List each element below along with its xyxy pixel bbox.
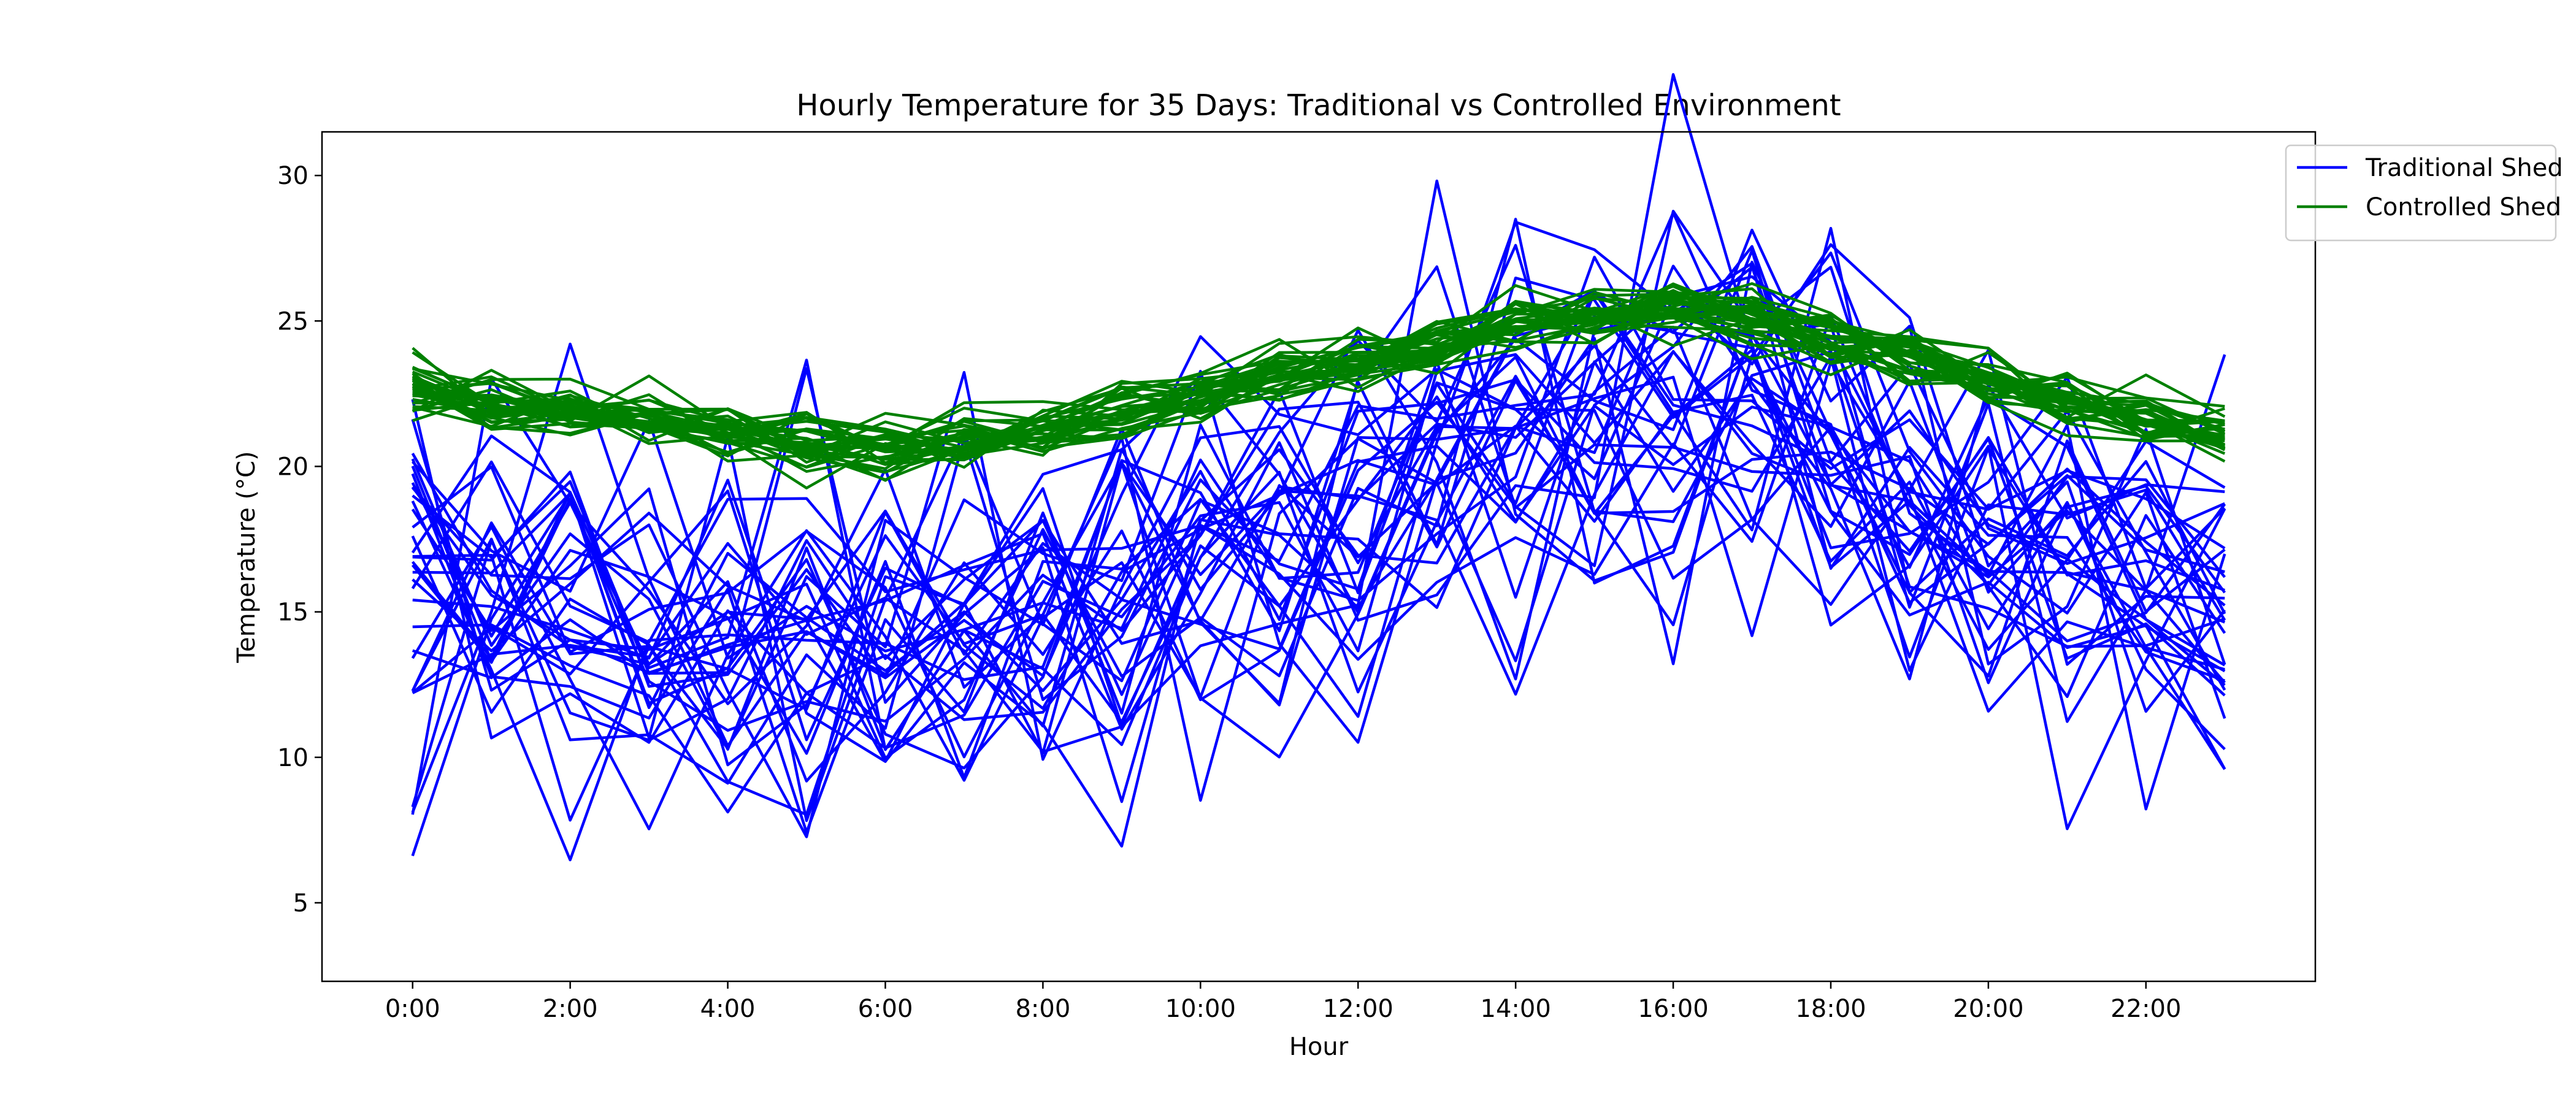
series-1-day-line bbox=[411, 220, 2226, 780]
x-tick-label: 2:00 bbox=[543, 995, 598, 1023]
series-group-1 bbox=[411, 73, 2226, 862]
chart-title: Hourly Temperature for 35 Days: Traditio… bbox=[796, 88, 1841, 123]
x-tick-label: 20:00 bbox=[1953, 995, 2023, 1023]
y-tick-label: 10 bbox=[277, 744, 309, 772]
x-tick-label: 16:00 bbox=[1638, 995, 1708, 1023]
y-axis-label: Temperature (°C) bbox=[232, 451, 261, 663]
x-tick-label: 4:00 bbox=[700, 995, 756, 1023]
series-2-day-line bbox=[412, 282, 2225, 481]
y-tick-label: 25 bbox=[277, 307, 309, 335]
x-tick-label: 22:00 bbox=[2110, 995, 2181, 1023]
series-1-day-line bbox=[411, 350, 2226, 862]
series-1-day-line bbox=[411, 226, 2226, 744]
plot-area-frame bbox=[321, 131, 2317, 983]
x-tick-label: 18:00 bbox=[1795, 995, 1866, 1023]
series-group-2 bbox=[412, 282, 2226, 489]
legend: Traditional Shed Controlled Shed bbox=[2285, 144, 2563, 242]
y-tick-label: 15 bbox=[277, 599, 309, 627]
series-2-day-line bbox=[412, 282, 2225, 462]
series-1-day-line bbox=[412, 211, 2226, 803]
x-tick-label: 14:00 bbox=[1481, 995, 1551, 1023]
series-1-day-line bbox=[411, 314, 2226, 661]
x-tick-label: 8:00 bbox=[1015, 995, 1070, 1023]
series-2-day-line bbox=[412, 306, 2225, 451]
series-2-day-line bbox=[412, 305, 2225, 454]
series-1-day-line bbox=[412, 249, 2226, 838]
series-1-day-line bbox=[411, 326, 2225, 710]
x-axis: 0:00 2:00 4:00 6:00 8:00 10:00 12:00 14:00 16:00… bbox=[385, 981, 2181, 1023]
series-1-day-line bbox=[411, 261, 2225, 816]
x-tick-label: 6:00 bbox=[858, 995, 913, 1023]
series-1-day-line bbox=[411, 350, 2226, 732]
series-lines bbox=[411, 73, 2226, 862]
x-axis-label: Hour bbox=[1289, 1033, 1349, 1061]
series-1-day-line bbox=[411, 360, 2226, 785]
series-1-day-line bbox=[411, 335, 2226, 813]
series-2-day-line bbox=[412, 288, 2226, 469]
legend-label: Traditional Shed bbox=[2365, 154, 2563, 182]
legend-label: Controlled Shed bbox=[2366, 193, 2561, 221]
series-2-day-line bbox=[412, 296, 2225, 456]
x-tick-label: 10:00 bbox=[1165, 995, 1236, 1023]
y-axis: 5 10 15 20 25 30 bbox=[277, 162, 322, 918]
series-1-day-line bbox=[412, 179, 2226, 753]
series-2-day-line bbox=[412, 296, 2226, 450]
y-tick-label: 5 bbox=[293, 889, 309, 918]
y-tick-label: 30 bbox=[277, 162, 309, 190]
x-tick-label: 0:00 bbox=[385, 995, 440, 1023]
series-1-day-line bbox=[412, 73, 2226, 830]
series-1-day-line bbox=[412, 289, 2226, 744]
legend-box bbox=[2285, 144, 2557, 242]
y-tick-label: 20 bbox=[277, 453, 309, 481]
x-tick-label: 12:00 bbox=[1323, 995, 1393, 1023]
